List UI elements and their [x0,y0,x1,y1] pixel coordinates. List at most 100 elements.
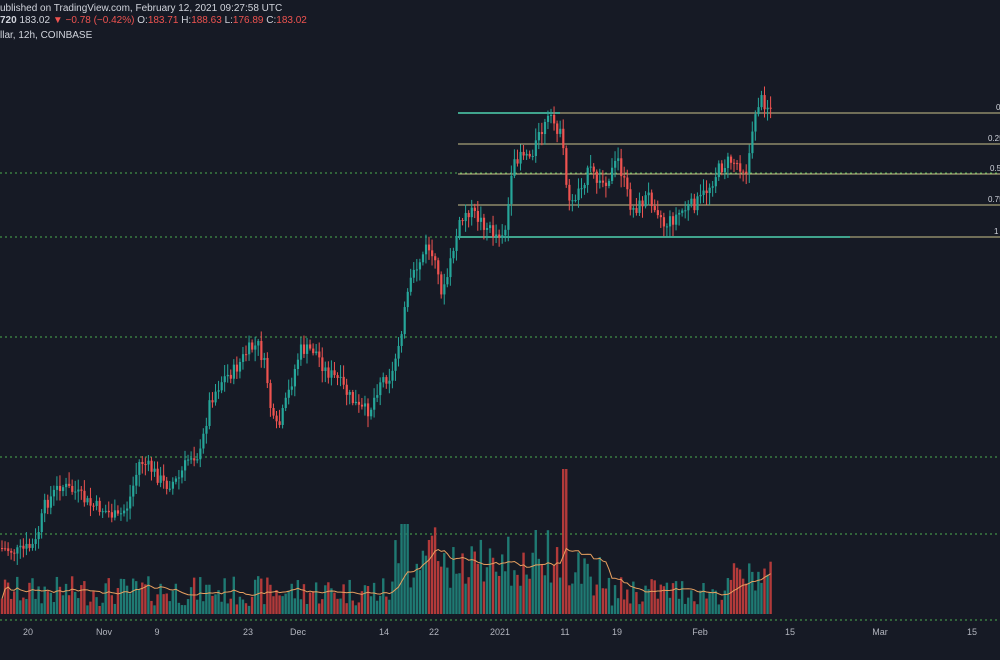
volume-bar-19 [58,586,62,614]
candle-body-165 [504,229,507,236]
volume-bar-159 [485,567,489,614]
candle-body-99 [302,344,306,354]
candle-body-180 [550,114,553,116]
volume-bar-95 [290,583,293,614]
volume-bar-237 [723,590,727,614]
volume-bar-22 [67,595,71,614]
volume-bar-42 [128,593,132,614]
candle-body-205 [626,177,629,190]
candle-body-217 [662,217,666,227]
candle-body-89 [272,408,275,416]
volume-bar-207 [632,581,635,614]
candle-body-153 [467,212,470,218]
candle-body-85 [260,340,263,361]
candle-body-105 [321,357,324,372]
volume-bar-50 [153,605,156,614]
candle-body-227 [693,198,696,211]
volume-bar-226 [690,590,693,614]
candle-body-250 [763,95,766,110]
volume-bar-128 [391,581,394,614]
volume-bar-158 [482,581,486,614]
candle-body-168 [513,159,516,176]
candle-body-225 [687,204,690,211]
volume-bar-222 [677,598,681,614]
volume-bar-82 [250,596,254,614]
volume-bar-131 [400,524,403,614]
candle-body-189 [577,188,580,201]
volume-bar-83 [253,579,257,614]
volume-bar-121 [369,596,373,614]
volume-bar-154 [470,546,473,614]
volume-bar-248 [757,571,760,614]
candle-body-183 [559,128,562,134]
volume-bar-65 [199,577,202,614]
volume-bar-87 [266,577,269,614]
candle-body-44 [135,474,138,486]
volume-bar-190 [580,583,583,614]
candle-body-170 [519,151,522,164]
volume-bar-23 [70,576,74,614]
candle-body-132 [403,307,406,335]
price-change: ▼ −0.78 (−0.42%) [52,15,135,26]
candle-body-222 [678,212,681,215]
candle-body-10 [31,543,34,548]
x-tick-9: 19 [612,627,622,637]
candle-body-73 [223,376,226,383]
volume-bar-245 [748,563,751,614]
volume-bar-29 [89,601,92,614]
volume-bar-77 [235,604,239,614]
candle-body-24 [74,491,77,493]
volume-bar-146 [446,567,449,614]
volume-bar-107 [327,582,330,614]
candle-body-114 [348,391,351,395]
volume-bar-191 [583,558,586,614]
volume-bar-93 [284,593,287,614]
candle-body-238 [726,156,730,169]
candle-body-221 [675,214,678,225]
candle-body-8 [25,543,28,549]
volume-bar-168 [513,570,516,614]
candle-body-86 [263,357,266,361]
candle-body-229 [699,194,702,197]
volume-bar-28 [86,605,89,614]
close-label: C: [266,15,277,26]
volume-bar-99 [302,584,306,614]
volume-bar-149 [455,573,458,614]
volume-bar-7 [22,597,25,614]
candle-body-12 [37,532,40,540]
candle-body-107 [327,367,330,378]
volume-bar-73 [223,578,226,614]
candle-body-235 [717,163,720,178]
candle-body-36 [110,512,113,518]
volume-bar-180 [549,582,553,614]
volume-bar-132 [403,524,406,614]
candle-body-43 [132,485,135,497]
candle-body-134 [409,277,412,292]
volume-bar-238 [726,578,730,614]
candle-body-42 [129,496,132,509]
volume-bar-8 [25,599,28,614]
candle-body-196 [598,180,601,183]
candle-body-33 [101,511,104,513]
volume-bar-88 [269,584,272,614]
volume-bar-11 [34,598,37,614]
volume-bar-37 [113,603,117,614]
candle-body-204 [623,176,626,178]
candle-body-13 [40,513,43,533]
candle-body-74 [226,374,229,377]
candle-body-113 [345,384,348,395]
volume-bar-189 [577,552,580,614]
volume-bar-217 [662,586,666,614]
volume-bar-229 [699,590,702,614]
volume-bar-5 [16,576,19,614]
candle-body-53 [162,475,165,481]
candle-body-164 [501,235,504,238]
volume-bar-6 [19,600,22,614]
volume-bar-145 [443,553,446,614]
candle-body-151 [461,220,464,222]
candle-body-4 [13,552,16,554]
high-label: H: [181,15,192,26]
candle-body-30 [92,505,95,507]
candle-body-25 [77,489,80,492]
